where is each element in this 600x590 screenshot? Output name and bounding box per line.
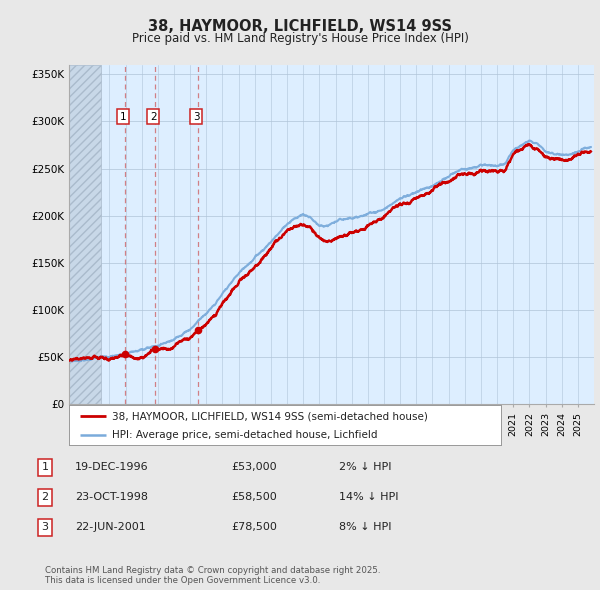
Text: 1: 1 <box>41 463 49 472</box>
Text: 3: 3 <box>41 523 49 532</box>
Text: £53,000: £53,000 <box>231 463 277 472</box>
Text: 38, HAYMOOR, LICHFIELD, WS14 9SS (semi-detached house): 38, HAYMOOR, LICHFIELD, WS14 9SS (semi-d… <box>112 411 428 421</box>
Text: Price paid vs. HM Land Registry's House Price Index (HPI): Price paid vs. HM Land Registry's House … <box>131 32 469 45</box>
Text: 14% ↓ HPI: 14% ↓ HPI <box>339 493 398 502</box>
Bar <box>69 65 101 404</box>
Text: 2: 2 <box>41 493 49 502</box>
Text: 2% ↓ HPI: 2% ↓ HPI <box>339 463 391 472</box>
Text: £78,500: £78,500 <box>231 523 277 532</box>
Text: 8% ↓ HPI: 8% ↓ HPI <box>339 523 391 532</box>
Text: £58,500: £58,500 <box>231 493 277 502</box>
Text: HPI: Average price, semi-detached house, Lichfield: HPI: Average price, semi-detached house,… <box>112 430 378 440</box>
Text: 19-DEC-1996: 19-DEC-1996 <box>75 463 149 472</box>
Text: 2: 2 <box>150 112 157 122</box>
Text: 23-OCT-1998: 23-OCT-1998 <box>75 493 148 502</box>
Text: 22-JUN-2001: 22-JUN-2001 <box>75 523 146 532</box>
Text: 3: 3 <box>193 112 199 122</box>
Text: Contains HM Land Registry data © Crown copyright and database right 2025.
This d: Contains HM Land Registry data © Crown c… <box>45 566 380 585</box>
Text: 1: 1 <box>120 112 127 122</box>
Text: 38, HAYMOOR, LICHFIELD, WS14 9SS: 38, HAYMOOR, LICHFIELD, WS14 9SS <box>148 19 452 34</box>
